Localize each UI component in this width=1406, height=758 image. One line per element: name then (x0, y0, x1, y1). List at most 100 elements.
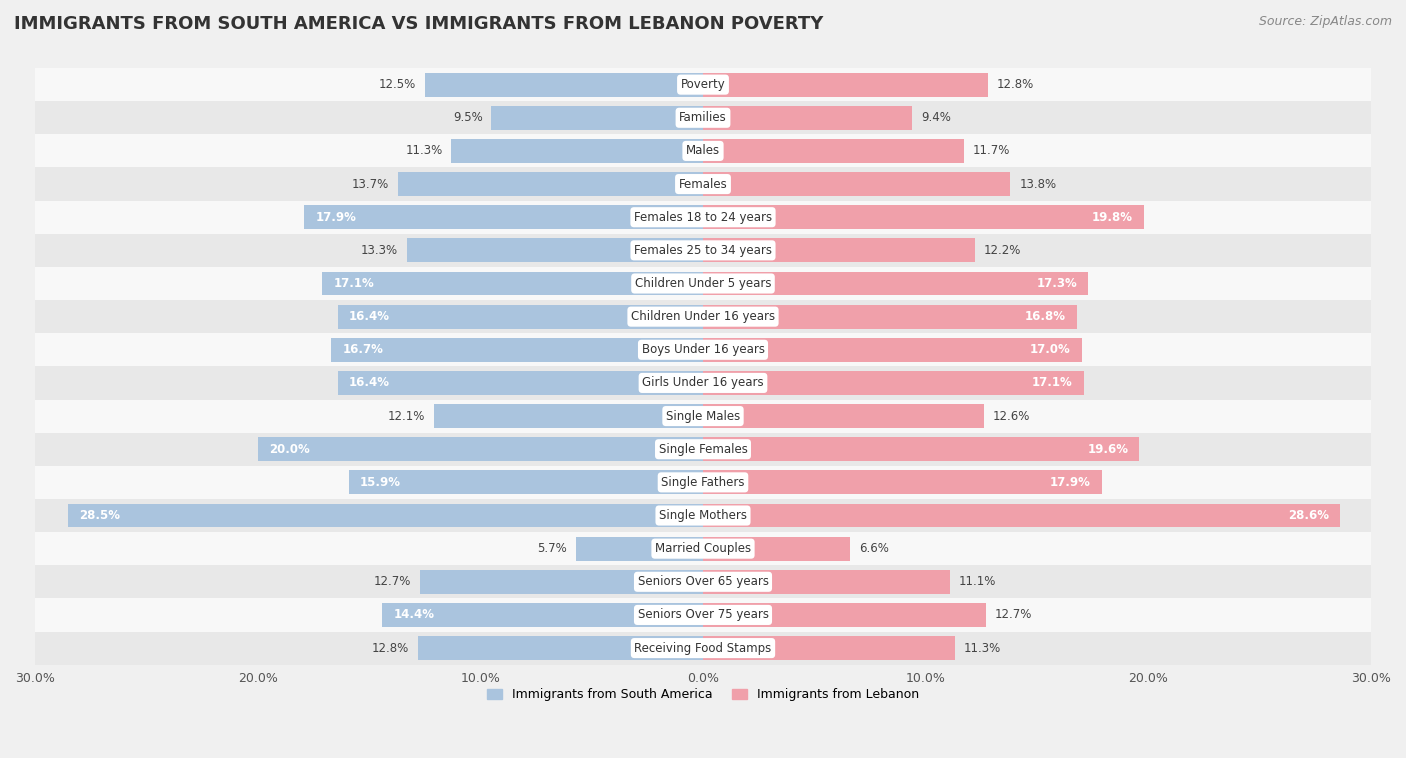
Bar (35, 233, 1371, 267)
Bar (703, 503, 1340, 528)
Bar (398, 172, 703, 196)
Text: 17.3%: 17.3% (1036, 277, 1077, 290)
Text: 19.6%: 19.6% (1087, 443, 1129, 456)
Bar (703, 437, 1139, 461)
Bar (337, 371, 703, 395)
Bar (349, 471, 703, 494)
Bar (35, 68, 1371, 102)
Text: 12.1%: 12.1% (387, 409, 425, 422)
Text: 11.3%: 11.3% (405, 145, 443, 158)
Bar (35, 631, 1371, 665)
Bar (35, 433, 1371, 466)
Text: 15.9%: 15.9% (360, 476, 401, 489)
Bar (257, 437, 703, 461)
Bar (703, 205, 1144, 229)
Bar (703, 570, 950, 594)
Text: Poverty: Poverty (681, 78, 725, 91)
Text: 12.2%: 12.2% (984, 244, 1021, 257)
Bar (35, 300, 1371, 334)
Bar (35, 466, 1371, 499)
Legend: Immigrants from South America, Immigrants from Lebanon: Immigrants from South America, Immigrant… (482, 683, 924, 706)
Bar (576, 537, 703, 561)
Text: IMMIGRANTS FROM SOUTH AMERICA VS IMMIGRANTS FROM LEBANON POVERTY: IMMIGRANTS FROM SOUTH AMERICA VS IMMIGRA… (14, 15, 824, 33)
Text: 6.6%: 6.6% (859, 542, 889, 555)
Text: 12.7%: 12.7% (374, 575, 412, 588)
Text: 19.8%: 19.8% (1092, 211, 1133, 224)
Bar (382, 603, 703, 627)
Bar (703, 404, 984, 428)
Bar (703, 172, 1011, 196)
Text: Girls Under 16 years: Girls Under 16 years (643, 377, 763, 390)
Bar (433, 404, 703, 428)
Bar (703, 471, 1102, 494)
Text: 13.8%: 13.8% (1019, 177, 1056, 190)
Text: Receiving Food Stamps: Receiving Food Stamps (634, 641, 772, 655)
Text: Single Mothers: Single Mothers (659, 509, 747, 522)
Bar (337, 305, 703, 328)
Bar (35, 168, 1371, 201)
Bar (406, 239, 703, 262)
Text: 12.8%: 12.8% (371, 641, 409, 655)
Text: Seniors Over 65 years: Seniors Over 65 years (637, 575, 769, 588)
Text: 9.5%: 9.5% (453, 111, 482, 124)
Text: 13.3%: 13.3% (361, 244, 398, 257)
Text: Single Fathers: Single Fathers (661, 476, 745, 489)
Bar (703, 305, 1077, 328)
Bar (420, 570, 703, 594)
Text: 17.1%: 17.1% (1032, 377, 1073, 390)
Bar (304, 205, 703, 229)
Text: 17.9%: 17.9% (315, 211, 356, 224)
Text: Source: ZipAtlas.com: Source: ZipAtlas.com (1258, 15, 1392, 28)
Text: 12.5%: 12.5% (378, 78, 416, 91)
Bar (69, 503, 703, 528)
Text: 28.5%: 28.5% (80, 509, 121, 522)
Bar (703, 73, 988, 96)
Text: Children Under 16 years: Children Under 16 years (631, 310, 775, 323)
Bar (418, 636, 703, 660)
Bar (703, 371, 1084, 395)
Text: 12.8%: 12.8% (997, 78, 1035, 91)
Bar (703, 139, 963, 163)
Bar (425, 73, 703, 96)
Bar (35, 334, 1371, 366)
Text: Females 18 to 24 years: Females 18 to 24 years (634, 211, 772, 224)
Text: 11.7%: 11.7% (973, 145, 1010, 158)
Bar (703, 106, 912, 130)
Bar (35, 134, 1371, 168)
Text: 16.7%: 16.7% (342, 343, 382, 356)
Bar (35, 201, 1371, 233)
Text: 11.1%: 11.1% (959, 575, 997, 588)
Text: 11.3%: 11.3% (963, 641, 1001, 655)
Text: Boys Under 16 years: Boys Under 16 years (641, 343, 765, 356)
Text: 28.6%: 28.6% (1288, 509, 1329, 522)
Text: Females: Females (679, 177, 727, 190)
Text: 13.7%: 13.7% (352, 177, 389, 190)
Text: 20.0%: 20.0% (269, 443, 309, 456)
Text: Seniors Over 75 years: Seniors Over 75 years (637, 609, 769, 622)
Bar (35, 366, 1371, 399)
Bar (35, 499, 1371, 532)
Bar (703, 636, 955, 660)
Text: Males: Males (686, 145, 720, 158)
Bar (703, 239, 974, 262)
Text: 16.8%: 16.8% (1025, 310, 1066, 323)
Bar (35, 598, 1371, 631)
Text: 17.9%: 17.9% (1050, 476, 1091, 489)
Bar (703, 271, 1088, 296)
Text: 5.7%: 5.7% (537, 542, 567, 555)
Bar (703, 338, 1081, 362)
Bar (703, 603, 986, 627)
Bar (35, 102, 1371, 134)
Text: 16.4%: 16.4% (349, 310, 389, 323)
Text: Females 25 to 34 years: Females 25 to 34 years (634, 244, 772, 257)
Text: 12.6%: 12.6% (993, 409, 1029, 422)
Text: 17.0%: 17.0% (1029, 343, 1070, 356)
Text: 16.4%: 16.4% (349, 377, 389, 390)
Text: Single Males: Single Males (666, 409, 740, 422)
Text: 14.4%: 14.4% (394, 609, 434, 622)
Text: 9.4%: 9.4% (921, 111, 950, 124)
Bar (451, 139, 703, 163)
Bar (330, 338, 703, 362)
Text: 12.7%: 12.7% (994, 609, 1032, 622)
Text: Children Under 5 years: Children Under 5 years (634, 277, 772, 290)
